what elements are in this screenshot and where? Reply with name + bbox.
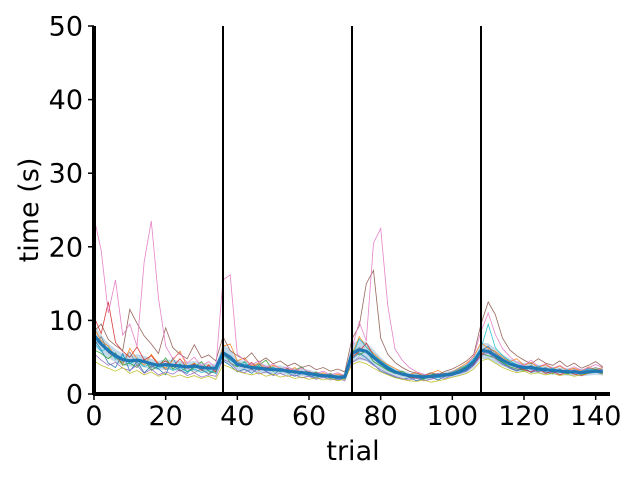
x-tick-label: 40 (220, 401, 254, 432)
x-tick-label: 140 (570, 401, 622, 432)
x-tick-label: 0 (85, 401, 102, 432)
x-tick-label: 20 (148, 401, 182, 432)
x-tick-label: 80 (363, 401, 397, 432)
x-tick-label: 100 (427, 401, 479, 432)
y-tick-label: 0 (66, 380, 83, 411)
mean-line (92, 334, 603, 379)
y-tick-label: 40 (49, 85, 83, 116)
y-ticks-layer: 0 10 20 30 40 50 (49, 12, 94, 411)
y-axis-label: time (s) (14, 158, 45, 263)
y-tick-label: 20 (49, 232, 83, 263)
block-divider-layer (222, 26, 482, 394)
subject-line-6 (93, 269, 604, 377)
y-tick-label: 50 (49, 12, 83, 43)
subject-line-7 (93, 217, 603, 377)
y-tick-label: 30 (49, 159, 83, 190)
mean-line-layer (92, 334, 603, 379)
subject-lines-layer (93, 217, 604, 383)
x-ticks-layer: 0 20 40 60 80 100 120 140 (85, 394, 621, 432)
x-tick-label: 60 (292, 401, 326, 432)
y-tick-label: 10 (49, 306, 83, 337)
x-tick-label: 120 (498, 401, 550, 432)
x-axis-label: trial (326, 436, 379, 467)
subject-line-9 (93, 358, 603, 383)
